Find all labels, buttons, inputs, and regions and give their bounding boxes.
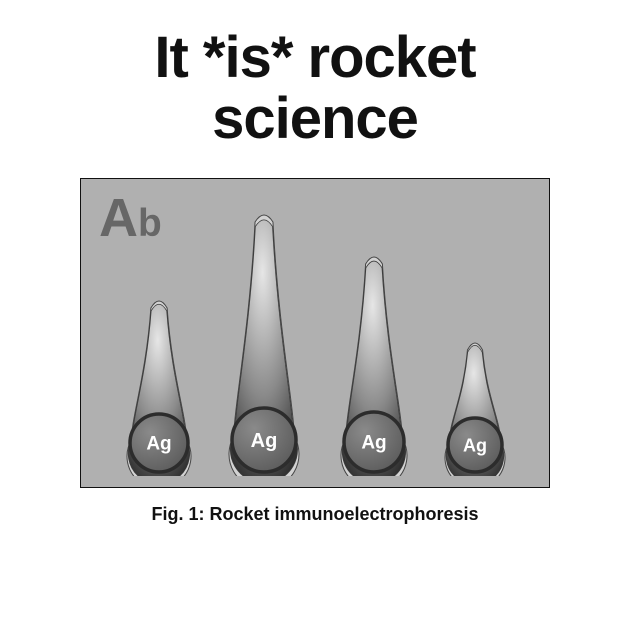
ab-label: Ab (99, 187, 162, 249)
rocket-icon: Ag (121, 294, 197, 476)
rocket-icon: Ag (439, 336, 511, 476)
ag-label: Ag (361, 432, 386, 453)
title: It *is* rocket science (154, 28, 475, 150)
rocket: Ag (439, 336, 511, 481)
ab-small: b (138, 202, 162, 245)
rocket: Ag (121, 294, 197, 481)
ag-label: Ag (251, 430, 278, 452)
rocket: Ag (335, 250, 413, 481)
title-line2: science (212, 86, 418, 151)
ag-label: Ag (463, 435, 487, 455)
rocket-icon: Ag (223, 208, 305, 476)
caption: Fig. 1: Rocket immunoelectrophoresis (151, 504, 478, 525)
diagram-panel: Ab Ag (80, 178, 550, 488)
ab-big: A (99, 188, 138, 248)
rocket-icon: Ag (335, 250, 413, 476)
rocket: Ag (223, 208, 305, 481)
ag-label: Ag (146, 433, 171, 454)
title-line1: It *is* rocket (154, 25, 475, 90)
